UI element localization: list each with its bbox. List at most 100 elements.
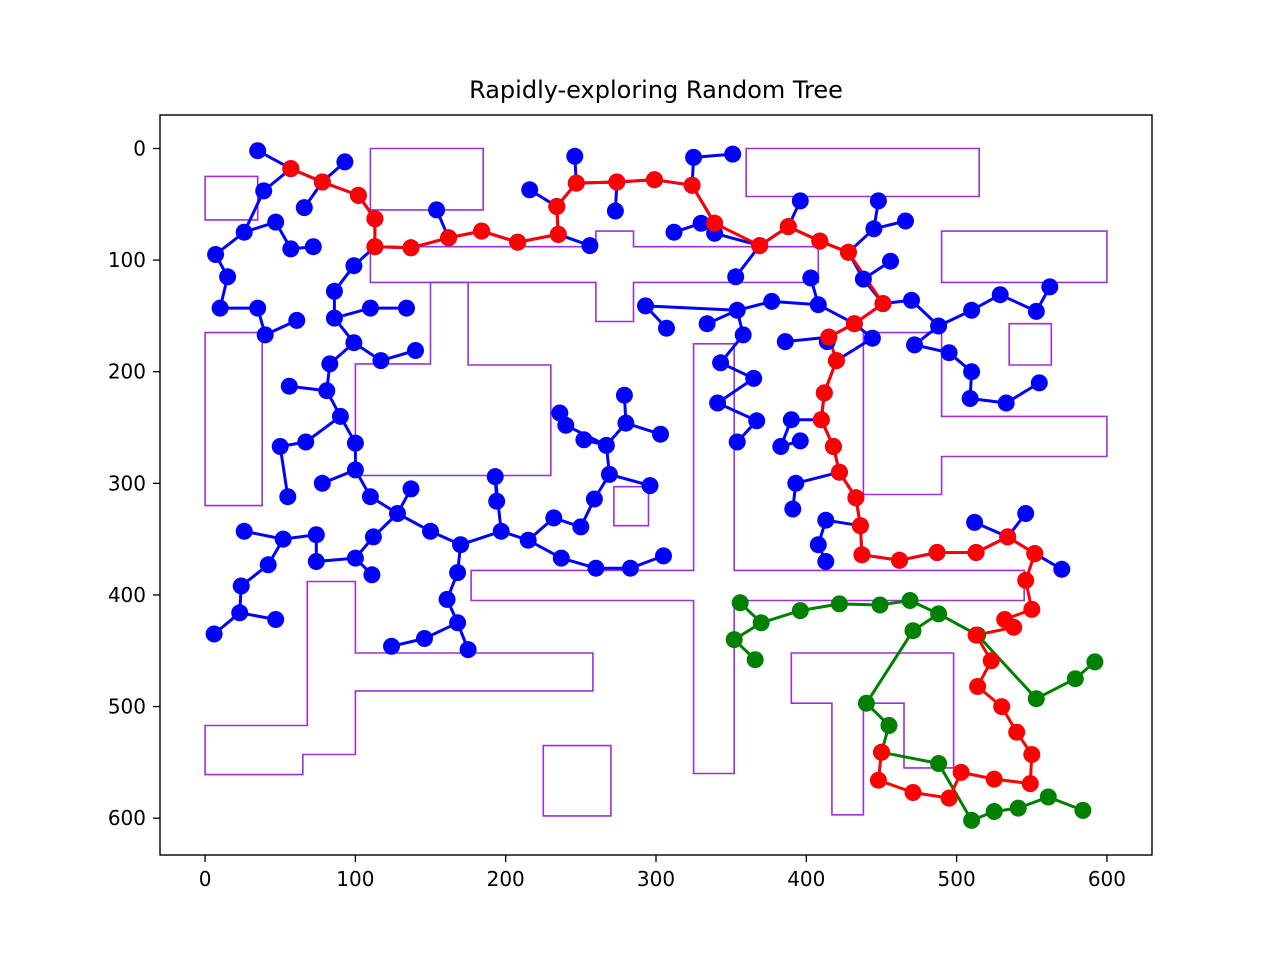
tree-start-node xyxy=(249,299,267,317)
tree-start-node xyxy=(249,142,267,160)
path-node xyxy=(706,214,724,232)
x-tick-label: 600 xyxy=(1088,867,1126,891)
tree-start-node xyxy=(416,630,433,647)
tree-start-node xyxy=(402,480,420,498)
tree-goal-edge xyxy=(976,633,1038,701)
path-node xyxy=(608,173,626,191)
x-tick-label: 100 xyxy=(336,867,374,891)
tree-start-node xyxy=(331,407,349,425)
tree-start-node xyxy=(906,336,923,354)
tree-start-node xyxy=(545,509,563,527)
path-node xyxy=(1026,545,1044,563)
tree-goal-node xyxy=(791,602,809,620)
tree-start-node xyxy=(398,299,415,317)
tree-goal-node xyxy=(1074,801,1092,819)
tree-start-node xyxy=(784,500,802,518)
x-tick-label: 200 xyxy=(487,867,525,891)
tree-start-node xyxy=(692,214,710,232)
tree-start-node xyxy=(763,292,781,310)
path-node xyxy=(1023,746,1041,763)
tree-start-node xyxy=(641,477,659,495)
path-node xyxy=(811,232,829,250)
path-node xyxy=(1021,775,1039,793)
y-tick-label: 300 xyxy=(108,471,146,495)
tree-start-node xyxy=(325,309,343,327)
path-node xyxy=(1017,571,1035,589)
path-node xyxy=(891,551,908,569)
tree-start-node xyxy=(1053,560,1071,578)
path-node xyxy=(873,743,890,761)
obstacle-5 xyxy=(1008,322,1053,366)
tree-start-node xyxy=(232,577,250,595)
tree-start-node xyxy=(728,301,746,319)
tree-start-node xyxy=(336,153,354,171)
y-tick-label: 100 xyxy=(108,248,146,272)
path-node xyxy=(869,771,887,789)
tree-start-node xyxy=(865,220,883,238)
tree-start-node xyxy=(325,282,343,300)
tree-start-node xyxy=(259,556,277,574)
path-node xyxy=(282,160,300,178)
tree-start-node xyxy=(903,291,920,309)
path-node xyxy=(985,770,1003,788)
path-node xyxy=(1008,723,1026,741)
x-tick-label: 300 xyxy=(637,867,675,891)
y-tick-label: 600 xyxy=(108,806,146,830)
tree-start-node xyxy=(961,390,979,407)
tree-start-node xyxy=(772,438,790,455)
path-node xyxy=(969,678,987,695)
path-node xyxy=(313,173,331,191)
x-axis: 0 100 200 300 400 500 600 xyxy=(199,855,1126,891)
tree-start-node xyxy=(802,269,820,287)
path-node xyxy=(1005,618,1023,636)
tree-start-node xyxy=(318,382,336,400)
tree-start-node xyxy=(235,522,253,540)
y-tick-label: 400 xyxy=(108,583,146,607)
tree-goal-edge xyxy=(880,750,941,765)
path-node xyxy=(366,210,384,228)
tree-goal-node xyxy=(1009,799,1027,817)
tree-start-node xyxy=(997,394,1015,412)
tree-start-node xyxy=(552,549,570,567)
tree-start-node xyxy=(389,505,406,522)
tree-goal-node xyxy=(880,717,898,734)
tree-start-edge xyxy=(644,304,739,312)
tree-start-node xyxy=(1027,302,1045,320)
tree-goal-node xyxy=(857,694,875,712)
tree-start-node xyxy=(745,369,763,387)
tree-start-node xyxy=(364,528,382,546)
y-tick-label: 500 xyxy=(108,695,146,719)
tree-start-node xyxy=(279,488,297,506)
tree-start-node xyxy=(519,531,537,549)
tree-start-node xyxy=(581,237,599,255)
y-tick-label: 0 xyxy=(133,136,146,160)
obstacle-10 xyxy=(470,342,1025,775)
tree-start-node xyxy=(791,432,809,450)
tree-start-node xyxy=(488,492,506,510)
path-node xyxy=(1023,600,1041,618)
tree-start-node xyxy=(963,301,981,319)
tree-start-node xyxy=(267,611,285,628)
tree-start-node xyxy=(521,181,539,199)
path-node xyxy=(824,438,842,455)
path-node xyxy=(851,517,869,535)
tree-start-node xyxy=(345,257,363,275)
tree-start-node xyxy=(295,199,313,217)
tree-start-node xyxy=(372,352,390,370)
tree-start-node xyxy=(307,526,325,544)
tree-start-node xyxy=(787,474,805,492)
tree-start-node xyxy=(235,223,253,241)
tree-start-node xyxy=(231,604,249,622)
obstacle-3 xyxy=(745,147,981,198)
obstacle-2 xyxy=(369,147,485,211)
tree-start-node xyxy=(492,522,510,540)
tree-start-node xyxy=(274,530,292,548)
path-node xyxy=(349,186,367,204)
tree-start-node xyxy=(361,488,379,506)
obstacle-4 xyxy=(940,230,1108,284)
tree-start-node xyxy=(809,536,827,554)
tree-start-node xyxy=(776,333,794,351)
tree-goal-node xyxy=(746,651,764,669)
path-node xyxy=(847,489,865,507)
path-node xyxy=(646,171,663,189)
